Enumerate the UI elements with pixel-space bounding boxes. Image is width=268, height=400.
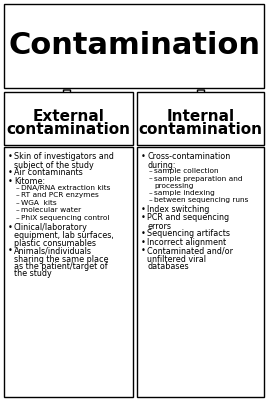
Text: •: • — [141, 246, 146, 255]
Text: •: • — [141, 205, 146, 214]
Text: sample preparation and: sample preparation and — [154, 176, 243, 182]
Text: Index switching: Index switching — [147, 205, 209, 214]
Text: unfiltered viral: unfiltered viral — [147, 255, 206, 264]
Text: sample collection: sample collection — [154, 168, 219, 174]
Text: the study: the study — [14, 270, 52, 278]
Text: –: – — [16, 200, 20, 206]
Text: –: – — [16, 208, 20, 214]
Text: DNA/RNA extraction kits: DNA/RNA extraction kits — [21, 185, 110, 191]
Text: plastic consumables: plastic consumables — [14, 238, 96, 248]
Text: PCR and sequencing: PCR and sequencing — [147, 213, 229, 222]
Polygon shape — [58, 90, 76, 109]
Bar — [137, 92, 264, 145]
Text: •: • — [8, 176, 13, 186]
Text: Contamination: Contamination — [8, 32, 260, 60]
Text: Sequencing artifacts: Sequencing artifacts — [147, 229, 230, 238]
Text: subject of the study: subject of the study — [14, 160, 94, 170]
Text: processing: processing — [154, 183, 193, 189]
Text: •: • — [8, 152, 13, 161]
Text: Animals/individuals: Animals/individuals — [14, 246, 92, 255]
Text: between sequencing runs: between sequencing runs — [154, 197, 248, 203]
Text: –: – — [16, 185, 20, 191]
Text: –: – — [149, 190, 153, 196]
Text: sharing the same place: sharing the same place — [14, 254, 109, 264]
Text: Contaminated and/or: Contaminated and/or — [147, 246, 233, 255]
Text: •: • — [141, 229, 146, 238]
Bar — [4, 4, 264, 88]
Text: Air contaminants: Air contaminants — [14, 168, 83, 177]
Text: •: • — [8, 168, 13, 177]
Text: molecular water: molecular water — [21, 208, 81, 214]
Text: •: • — [141, 238, 146, 247]
Text: during:: during: — [147, 160, 176, 170]
Text: WGA  kits: WGA kits — [21, 200, 57, 206]
Text: –: – — [16, 215, 20, 221]
Bar — [4, 92, 133, 145]
Text: •: • — [141, 213, 146, 222]
Text: •: • — [8, 222, 13, 232]
Text: Incorrect alignment: Incorrect alignment — [147, 238, 226, 247]
Text: PhiX sequencing control: PhiX sequencing control — [21, 215, 110, 221]
Text: Skin of investigators and: Skin of investigators and — [14, 152, 114, 161]
Text: errors: errors — [147, 222, 171, 231]
Text: –: – — [149, 168, 153, 174]
Text: RT and PCR enzymes: RT and PCR enzymes — [21, 192, 99, 198]
Bar — [4, 147, 133, 397]
Text: Clinical/laboratory: Clinical/laboratory — [14, 222, 88, 232]
Text: •: • — [141, 152, 146, 161]
Text: External: External — [33, 109, 105, 124]
Polygon shape — [192, 90, 210, 109]
Text: Kitome:: Kitome: — [14, 176, 45, 186]
Text: as the patient/target of: as the patient/target of — [14, 262, 108, 271]
Text: Cross-contamination: Cross-contamination — [147, 152, 230, 161]
Text: •: • — [8, 246, 13, 255]
Text: databases: databases — [147, 262, 189, 271]
Text: contamination: contamination — [6, 122, 131, 137]
Text: –: – — [16, 192, 20, 198]
Text: sample indexing: sample indexing — [154, 190, 215, 196]
Text: contamination: contamination — [139, 122, 262, 137]
Text: Internal: Internal — [166, 109, 234, 124]
Text: equipment, lab surfaces,: equipment, lab surfaces, — [14, 231, 114, 240]
Text: –: – — [149, 197, 153, 203]
Bar — [137, 147, 264, 397]
Text: –: – — [149, 176, 153, 182]
